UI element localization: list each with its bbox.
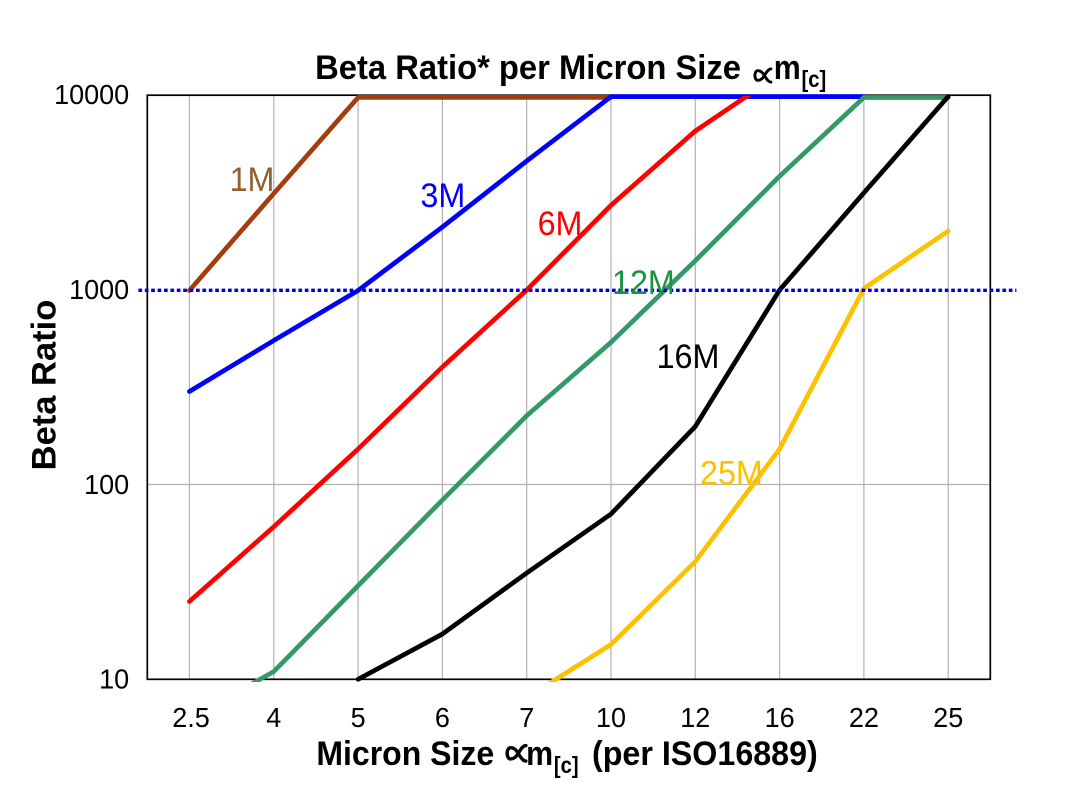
svg-text:7: 7 bbox=[519, 702, 534, 734]
svg-text:[c]: [c] bbox=[802, 66, 827, 93]
svg-text:m: m bbox=[774, 48, 801, 86]
svg-text:16: 16 bbox=[765, 702, 795, 734]
svg-text:100: 100 bbox=[84, 468, 129, 500]
svg-text:12: 12 bbox=[680, 702, 710, 734]
svg-text:Beta Ratio: Beta Ratio bbox=[26, 300, 64, 471]
svg-text:6M: 6M bbox=[538, 205, 583, 243]
svg-text:10: 10 bbox=[99, 663, 129, 695]
svg-text:16M: 16M bbox=[657, 338, 720, 376]
svg-text:m: m bbox=[526, 734, 553, 772]
svg-text:22: 22 bbox=[849, 702, 879, 734]
svg-text:12M: 12M bbox=[612, 264, 675, 302]
svg-text:(per ISO16889): (per ISO16889) bbox=[592, 735, 818, 773]
svg-text:1M: 1M bbox=[230, 161, 275, 199]
svg-text:[c]: [c] bbox=[554, 752, 579, 779]
svg-text:10000: 10000 bbox=[54, 79, 129, 111]
svg-text:2.5: 2.5 bbox=[172, 702, 210, 734]
svg-text:Beta Ratio* per Micron Size: Beta Ratio* per Micron Size bbox=[315, 49, 741, 87]
svg-text:Micron Size: Micron Size bbox=[316, 735, 494, 773]
svg-text:25M: 25M bbox=[700, 455, 763, 493]
svg-text:1000: 1000 bbox=[69, 273, 129, 305]
svg-text:6: 6 bbox=[435, 702, 450, 734]
svg-text:3M: 3M bbox=[420, 177, 465, 215]
svg-text:4: 4 bbox=[266, 702, 281, 734]
svg-text:5: 5 bbox=[351, 702, 366, 734]
svg-text:10: 10 bbox=[596, 702, 626, 734]
svg-text:25: 25 bbox=[933, 702, 963, 734]
